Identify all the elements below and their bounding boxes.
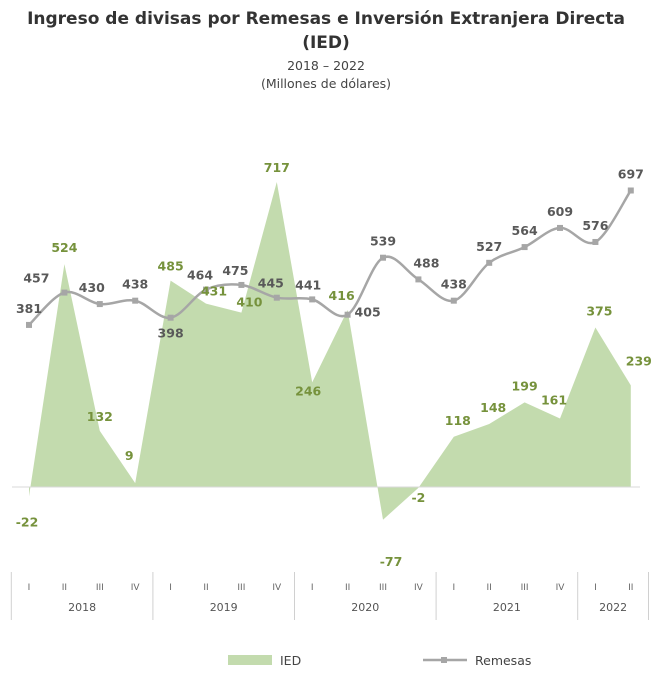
ied-data-label: 410 xyxy=(236,295,262,310)
remesas-data-label: 527 xyxy=(476,239,502,254)
axis-quarter-label: IV xyxy=(272,583,282,593)
chart-units: (Millones de dólares) xyxy=(261,76,391,91)
ied-data-label: 717 xyxy=(264,160,290,175)
ied-data-label: -2 xyxy=(411,490,425,505)
remesas-data-label: 438 xyxy=(122,277,148,292)
remesas-series xyxy=(26,187,634,328)
remesas-data-label: 430 xyxy=(79,280,105,295)
remesas-marker xyxy=(309,296,316,303)
remesas-marker xyxy=(415,276,422,283)
remesas-marker xyxy=(26,321,32,328)
ied-data-label: 416 xyxy=(329,288,355,303)
axis-year-label: 2018 xyxy=(68,601,96,614)
remesas-data-label: 576 xyxy=(582,218,608,233)
remesas-data-label: 609 xyxy=(547,204,573,219)
remesas-marker xyxy=(627,187,634,194)
remesas-marker xyxy=(132,297,139,304)
ied-data-label: 246 xyxy=(295,383,321,398)
ied-series xyxy=(29,181,631,520)
remesas-data-label: 564 xyxy=(512,223,538,238)
chart-title-line-1: Ingreso de divisas por Remesas e Inversi… xyxy=(27,9,625,29)
remesas-marker xyxy=(521,244,528,251)
remesas-marker xyxy=(486,259,493,266)
remesas-marker xyxy=(380,254,386,261)
ied-data-label: 431 xyxy=(201,284,227,299)
axis-quarter-label: I xyxy=(169,583,172,593)
remesas-data-label: 445 xyxy=(258,276,284,291)
remesas-data-label: 488 xyxy=(413,255,439,270)
chart-subtitle: 2018 – 2022 xyxy=(287,58,365,73)
ied-data-label: 375 xyxy=(586,303,612,318)
axis-quarter-label: II xyxy=(628,583,633,593)
ied-data-label: 239 xyxy=(626,353,652,368)
remesas-marker xyxy=(344,311,351,318)
ied-data-label: -22 xyxy=(16,514,39,529)
ied-data-label: 199 xyxy=(512,378,538,393)
axis-quarter-label: III xyxy=(96,583,104,593)
remesas-data-label: 697 xyxy=(618,166,644,181)
ied-data-label: 524 xyxy=(51,240,77,255)
legend: IED Remesas xyxy=(228,653,531,668)
ied-data-label: 9 xyxy=(125,448,134,463)
data-labels: -22 524 132 9 485 431 410 717 246 416 -77 -2 118 148 1… xyxy=(16,160,652,569)
remesas-marker xyxy=(592,238,599,245)
remesas-line xyxy=(28,189,632,326)
remesas-data-label: 405 xyxy=(355,305,381,320)
axis-quarter-label: III xyxy=(237,583,245,593)
remesas-data-label: 381 xyxy=(16,301,42,316)
axis-quarter-label: I xyxy=(28,583,31,593)
remesas-data-label: 398 xyxy=(158,326,184,341)
remesas-data-label: 464 xyxy=(187,268,213,283)
remesas-marker xyxy=(450,297,457,304)
axis-quarter-label: IV xyxy=(131,583,141,593)
legend-ied-swatch xyxy=(228,655,272,665)
remesas-data-label: 457 xyxy=(23,271,49,286)
ied-data-label: 485 xyxy=(158,259,184,274)
ied-data-label: 161 xyxy=(541,393,567,408)
axis-quarter-label: IV xyxy=(414,583,424,593)
remesas-data-label: 539 xyxy=(370,234,396,249)
axis-quarter-label: III xyxy=(379,583,387,593)
ied-data-label: 118 xyxy=(445,413,471,428)
axis-quarter-label: I xyxy=(452,583,455,593)
axis-quarter-label: II xyxy=(487,583,492,593)
axis-quarter-label: III xyxy=(521,583,529,593)
ied-data-label: 148 xyxy=(480,400,506,415)
axis-year-label: 2022 xyxy=(599,601,627,614)
legend-remesas-label: Remesas xyxy=(475,653,531,668)
axis-quarter-label: I xyxy=(594,583,597,593)
remesas-marker xyxy=(273,294,280,301)
legend-remesas-marker xyxy=(441,657,447,663)
remesas-data-label: 438 xyxy=(441,277,467,292)
axis-year-label: 2021 xyxy=(493,601,521,614)
ied-data-label: -77 xyxy=(380,554,403,569)
remesas-marker xyxy=(238,281,245,288)
axis-year-label: 2020 xyxy=(351,601,379,614)
axis-year-label: 2019 xyxy=(210,601,238,614)
legend-ied-label: IED xyxy=(280,653,301,668)
remesas-data-label: 441 xyxy=(295,277,321,292)
axis-quarter-label: II xyxy=(62,583,67,593)
remesas-marker xyxy=(61,289,68,296)
chart-title-line-2: (IED) xyxy=(302,33,350,53)
remesas-marker xyxy=(557,224,563,231)
ied-data-label: 132 xyxy=(87,409,113,424)
axis-quarter-label: II xyxy=(203,583,208,593)
remesas-data-label: 475 xyxy=(222,263,248,278)
remesas-marker xyxy=(96,301,103,308)
axis-quarter-label: I xyxy=(311,583,314,593)
axis-quarter-label: IV xyxy=(556,583,566,593)
remesas-marker xyxy=(203,286,209,293)
axis-quarter-label: II xyxy=(345,583,350,593)
remesas-marker xyxy=(167,314,174,321)
ied-area xyxy=(29,181,631,520)
